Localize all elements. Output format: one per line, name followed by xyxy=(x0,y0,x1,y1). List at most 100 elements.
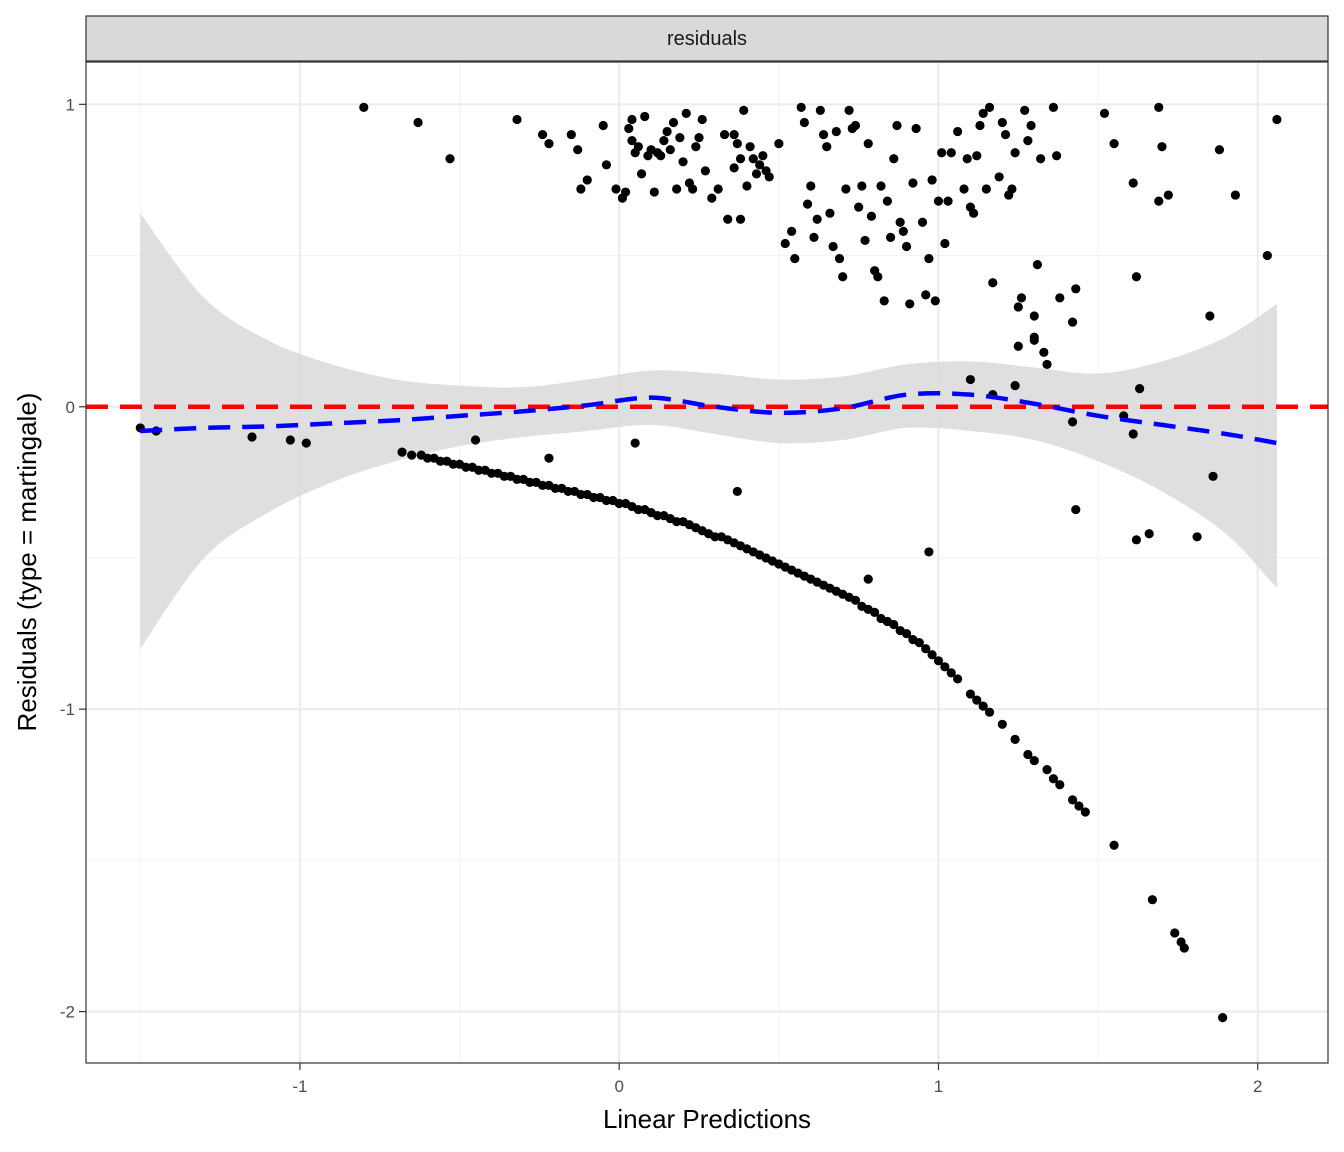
data-point xyxy=(962,154,972,164)
data-point xyxy=(1067,795,1078,805)
data-point xyxy=(397,447,407,457)
data-point xyxy=(732,139,742,149)
data-point xyxy=(407,450,417,460)
data-point xyxy=(1128,429,1138,439)
data-point xyxy=(745,142,755,152)
data-point xyxy=(729,163,739,173)
data-point xyxy=(1071,284,1081,294)
data-point xyxy=(512,114,522,125)
data-point xyxy=(1144,529,1154,539)
data-point xyxy=(1029,311,1039,321)
data-point xyxy=(860,235,870,246)
data-point xyxy=(601,495,612,506)
data-point xyxy=(1218,1013,1228,1023)
data-point xyxy=(787,226,797,236)
data-point xyxy=(1131,535,1142,545)
data-point xyxy=(933,196,944,206)
x-tick-label: 0 xyxy=(614,1077,623,1096)
data-point xyxy=(943,196,953,206)
facet-strip xyxy=(85,15,1329,62)
data-point xyxy=(525,477,535,487)
data-point xyxy=(828,241,838,252)
plot-background xyxy=(86,62,1328,1063)
data-point xyxy=(764,172,774,182)
data-point xyxy=(984,707,995,717)
data-point xyxy=(978,108,988,119)
data-point xyxy=(1036,154,1046,164)
data-point xyxy=(965,374,976,385)
data-point xyxy=(930,296,940,306)
data-point xyxy=(672,517,682,527)
data-point xyxy=(965,689,976,699)
data-point xyxy=(876,181,886,191)
data-point xyxy=(975,120,985,131)
data-point xyxy=(1023,749,1033,760)
data-point xyxy=(1039,347,1049,357)
data-point xyxy=(924,547,934,557)
data-point xyxy=(796,102,806,112)
data-point xyxy=(953,126,963,137)
data-point xyxy=(445,154,455,164)
data-point xyxy=(423,453,433,463)
data-point xyxy=(537,480,548,490)
data-point xyxy=(1192,532,1202,542)
x-axis-ticks: -1 0 1 2 xyxy=(292,1063,1262,1096)
data-point xyxy=(630,438,640,448)
data-point xyxy=(885,232,896,242)
data-point xyxy=(636,169,647,179)
data-point xyxy=(755,160,765,170)
data-point xyxy=(627,114,637,125)
data-point xyxy=(818,129,829,140)
data-point xyxy=(729,129,739,140)
x-tick-label: 2 xyxy=(1253,1077,1262,1096)
data-point xyxy=(611,184,621,194)
data-point xyxy=(1080,807,1090,817)
data-point xyxy=(780,238,790,249)
data-point xyxy=(1016,293,1027,303)
confidence-band xyxy=(140,213,1277,649)
data-point xyxy=(681,108,691,119)
data-point xyxy=(665,145,675,155)
data-point xyxy=(544,453,554,463)
smooth-line-layer xyxy=(140,390,1278,446)
data-point xyxy=(1020,105,1030,115)
data-point xyxy=(678,157,688,167)
data-point xyxy=(499,471,509,481)
data-point xyxy=(1109,139,1119,149)
data-point xyxy=(1055,293,1065,303)
data-point xyxy=(1128,178,1138,188)
data-point xyxy=(566,129,576,140)
data-point xyxy=(838,272,848,282)
data-point xyxy=(997,117,1007,128)
data-point xyxy=(723,214,733,224)
data-point xyxy=(1157,142,1167,152)
data-point xyxy=(1067,317,1078,327)
data-point xyxy=(981,184,991,194)
data-point xyxy=(448,459,458,469)
data-point xyxy=(921,290,931,300)
data-point xyxy=(898,226,908,236)
data-point xyxy=(940,238,950,249)
data-point xyxy=(1013,341,1023,351)
data-point xyxy=(873,272,883,282)
data-point xyxy=(652,511,663,521)
y-tick-label: 0 xyxy=(66,398,75,417)
data-point xyxy=(1099,108,1110,119)
confidence-band-layer xyxy=(140,213,1277,649)
data-point xyxy=(589,492,599,503)
data-point xyxy=(512,474,522,484)
data-point xyxy=(889,154,899,164)
data-point xyxy=(573,145,583,155)
data-point xyxy=(627,136,637,146)
data-point xyxy=(1131,272,1142,282)
data-point xyxy=(831,126,841,137)
data-point xyxy=(988,278,998,288)
data-point xyxy=(914,638,924,648)
data-point xyxy=(806,181,816,191)
data-point xyxy=(537,129,548,140)
data-point xyxy=(1214,145,1225,155)
data-point xyxy=(822,142,832,152)
data-point xyxy=(1052,151,1062,161)
data-point xyxy=(1205,311,1215,321)
data-point xyxy=(984,102,995,112)
